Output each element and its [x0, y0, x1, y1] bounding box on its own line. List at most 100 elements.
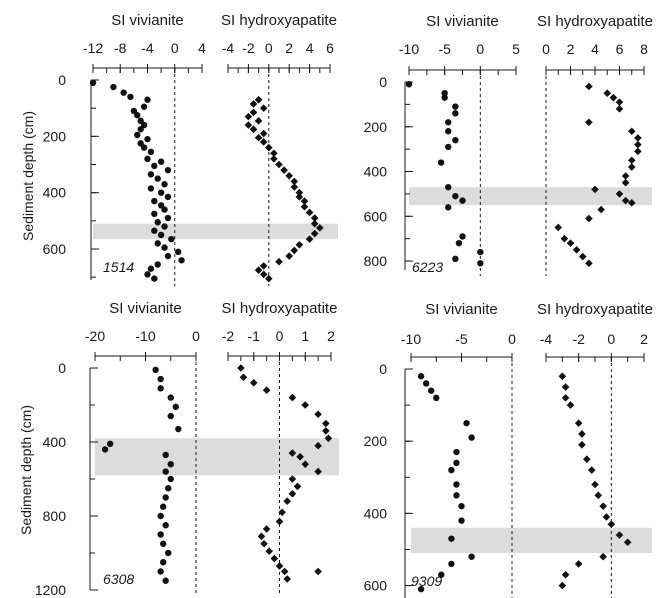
panel-vivianite: SI vivianite-20 -10 0 [85, 300, 200, 596]
data-point-vivianite [433, 394, 440, 402]
data-point-hydroxyapatite [275, 517, 284, 526]
panel-title: SI hydroxyapatite [222, 300, 338, 317]
data-point-hydroxyapatite [560, 234, 569, 243]
data-point-hydroxyapatite [262, 525, 271, 533]
data-point-vivianite [106, 440, 114, 448]
x-tick-label: 0 [171, 40, 179, 56]
data-point-hydroxyapatite [290, 183, 299, 191]
y-tick-label: 600 [364, 578, 388, 594]
x-tick-label: -4 [540, 331, 553, 347]
data-point-hydroxyapatite [615, 105, 624, 113]
shaded-depth-interval [411, 527, 652, 554]
data-point-vivianite [164, 252, 172, 260]
data-point-vivianite [134, 112, 141, 119]
data-point-hydroxyapatite [280, 166, 288, 174]
data-point-hydroxyapatite [259, 129, 268, 138]
y-tick-label: 600 [43, 241, 67, 257]
data-point-hydroxyapatite [597, 205, 605, 214]
data-point-vivianite [144, 135, 151, 143]
x-tick-label: 2 [640, 331, 648, 347]
data-point-vivianite [441, 89, 448, 97]
data-point-vivianite [157, 531, 164, 538]
data-point-hydroxyapatite [288, 449, 297, 457]
data-point-hydroxyapatite [583, 455, 591, 464]
data-point-hydroxyapatite [290, 246, 299, 255]
data-point-vivianite [161, 206, 168, 213]
data-point-vivianite [164, 214, 172, 222]
data-point-vivianite [422, 380, 430, 387]
data-point-vivianite [165, 485, 172, 492]
data-point-vivianite [448, 560, 455, 568]
data-point-hydroxyapatite [558, 581, 567, 590]
data-point-hydroxyapatite [566, 401, 575, 409]
data-point-hydroxyapatite [603, 89, 612, 97]
data-point-vivianite [162, 522, 169, 529]
panel-vivianite: SI vivianite-10 -5 0 [401, 301, 516, 598]
data-point-hydroxyapatite [305, 235, 314, 243]
x-tick-label: -5 [438, 41, 451, 57]
data-point-hydroxyapatite [259, 270, 268, 279]
data-point-hydroxyapatite [300, 202, 309, 211]
data-point-vivianite [161, 181, 168, 188]
y-tick-label: 800 [364, 253, 388, 269]
data-point-vivianite [147, 171, 155, 178]
x-tick-label: 4 [591, 41, 599, 57]
data-point-vivianite [445, 119, 452, 126]
panel-hydroxyapatite: SI hydroxyapatite -2 -1 0 1 2 [222, 300, 338, 596]
data-point-vivianite [453, 492, 460, 499]
y-axis-label: Sediment depth (cm) [18, 405, 34, 535]
y-tick-label: 0 [58, 72, 66, 88]
x-tick-label: 2 [285, 40, 293, 56]
data-point-hydroxyapatite [572, 246, 581, 254]
data-point-hydroxyapatite [249, 379, 258, 387]
data-point-vivianite [157, 375, 164, 383]
data-point-hydroxyapatite [265, 547, 273, 555]
data-point-hydroxyapatite [295, 240, 304, 249]
data-point-vivianite [157, 385, 164, 392]
data-point-hydroxyapatite [300, 197, 309, 205]
x-tick-label: 0 [476, 41, 484, 57]
y-tick-label: 200 [364, 119, 388, 135]
panel-vivianite: SI vivianite -12 -8 -4 0 4 [83, 12, 206, 286]
data-point-vivianite [165, 549, 172, 557]
data-point-hydroxyapatite [615, 190, 624, 198]
data-point-hydroxyapatite [259, 104, 268, 112]
data-point-hydroxyapatite [627, 127, 636, 136]
data-point-hydroxyapatite [314, 467, 322, 476]
data-point-vivianite [455, 239, 463, 247]
data-point-hydroxyapatite [244, 112, 253, 121]
data-point-hydroxyapatite [561, 394, 570, 402]
x-tick-label: 4 [198, 40, 206, 56]
core-6223-chart: 0 200 400 600 800 6223 SI vivianite -10 -5 0 5 SI h… [364, 13, 653, 276]
data-point-vivianite [152, 366, 159, 374]
x-tick-label: 4 [306, 40, 314, 56]
x-tick-label: -4 [141, 40, 154, 56]
panel-title: SI vivianite [425, 301, 498, 318]
data-point-hydroxyapatite [599, 552, 607, 561]
data-point-vivianite [127, 93, 134, 101]
data-point-hydroxyapatite [324, 434, 333, 443]
data-point-vivianite [140, 103, 148, 110]
data-point-vivianite [151, 227, 158, 234]
x-tick-label: -12 [83, 40, 103, 56]
x-tick-label: 0 [192, 328, 200, 344]
data-point-hydroxyapatite [257, 532, 266, 541]
data-point-hydroxyapatite [301, 460, 310, 468]
data-point-hydroxyapatite [314, 567, 322, 576]
data-point-hydroxyapatite [316, 224, 324, 232]
y-tick-label: 0 [58, 360, 66, 376]
data-point-vivianite [448, 466, 455, 474]
data-point-hydroxyapatite [574, 560, 583, 568]
data-point-vivianite [154, 261, 161, 268]
x-tick-label: -5 [455, 331, 468, 347]
y-tick-label: 0 [379, 74, 387, 90]
data-point-vivianite [159, 559, 167, 566]
y-tick-label: 400 [43, 185, 67, 201]
panel-title: SI vivianite [426, 13, 499, 30]
data-point-vivianite [453, 459, 460, 467]
data-point-hydroxyapatite [609, 93, 618, 102]
data-point-hydroxyapatite [310, 219, 319, 228]
data-point-vivianite [438, 571, 445, 578]
data-point-vivianite [452, 192, 459, 200]
